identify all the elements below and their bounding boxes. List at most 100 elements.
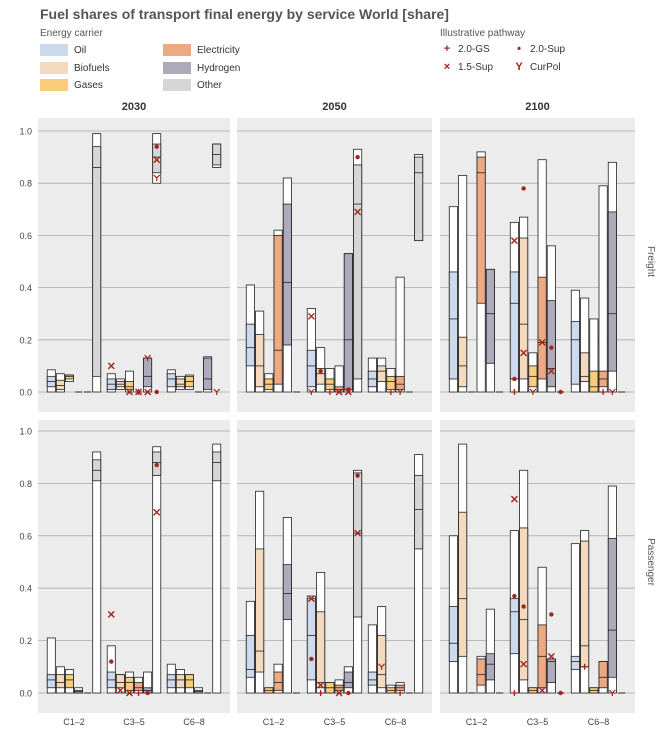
box-range-biofuels: [458, 174, 468, 393]
box-iqr-other: [92, 146, 102, 377]
marker-2-0-gs: [317, 690, 324, 696]
marker-curpol: [144, 354, 152, 362]
marker-1-5-sup: [125, 388, 133, 396]
box-iqr-oil: [306, 598, 316, 681]
box-iqr-hydrogen: [485, 653, 495, 681]
marker-1-5-sup: [520, 660, 528, 668]
legend-label-2-0-sup: 2.0-Sup: [530, 43, 566, 55]
legend-label-curpol: CurPol: [530, 61, 561, 73]
marker-1-5-sup: [107, 610, 115, 618]
box-iqr-electricity: [134, 682, 143, 691]
legend-swatch-biofuels: [40, 62, 68, 74]
marker-2-0-gs: [511, 690, 518, 696]
marker-2-0-sup: [512, 376, 517, 382]
pathway-legend-heading: Illustrative pathway: [440, 28, 526, 39]
marker-2-0-sup: [145, 690, 150, 696]
box-iqr-biofuels: [580, 540, 590, 668]
box-iqr-other: [212, 451, 222, 482]
marker-1-5-sup: [547, 367, 555, 375]
y-tick-label: 0.8: [19, 479, 32, 489]
box-range-biofuels: [580, 297, 590, 393]
box-iqr-electricity: [273, 671, 283, 691]
marker-1-5-sup: [547, 652, 555, 660]
legend-item-biofuels: Biofuels: [40, 61, 110, 75]
y-tick-label: 0.4: [19, 283, 32, 293]
marker-1-5-sup: [153, 508, 161, 516]
box-iqr-gases: [65, 374, 74, 380]
y-tick-label: 1.0: [19, 127, 32, 137]
box-iqr-oil: [245, 634, 255, 678]
box-iqr-other: [152, 143, 162, 174]
cross-marker-icon: ×: [443, 61, 451, 73]
box-iqr-biofuels: [458, 336, 468, 388]
box-iqr-biofuels: [175, 378, 185, 388]
category-label: C3–5: [324, 717, 346, 727]
box-iqr-hydrogen: [485, 268, 495, 364]
box-iqr-hydrogen: [282, 203, 292, 346]
year-header-2050: 2050: [322, 101, 346, 113]
marker-2-0-sup: [154, 389, 159, 395]
marker-1-5-sup: [307, 312, 315, 320]
marker-curpol: [396, 388, 404, 395]
box-iqr-oil: [166, 674, 176, 689]
box-iqr-oil: [509, 598, 519, 655]
marker-2-0-gs: [397, 690, 404, 696]
box-iqr-oil: [448, 606, 458, 662]
box-iqr-oil: [367, 671, 377, 686]
box-range-electricity: [598, 185, 608, 393]
legend-swatch-other: [163, 79, 191, 91]
marker-1-5-sup: [354, 529, 362, 537]
carrier-legend-heading: Energy carrier: [40, 28, 103, 39]
legend-label-oil: Oil: [74, 44, 87, 56]
box-iqr-hydrogen: [203, 357, 213, 390]
marker-curpol: [378, 663, 386, 670]
marker-1-5-sup: [354, 208, 362, 216]
legend-item-electricity: Electricity: [163, 43, 240, 57]
box-iqr-electricity: [273, 234, 283, 385]
marker-2-0-sup: [355, 473, 360, 478]
y-tick-label: 0.4: [19, 584, 32, 594]
box-iqr-biofuels: [580, 352, 590, 382]
legend-label-biofuels: Biofuels: [74, 62, 110, 74]
dot-marker-icon: •: [517, 43, 521, 55]
marker-1-5-sup: [335, 689, 343, 697]
y-tick-label: 0.0: [19, 388, 32, 398]
marker-curpol: [153, 174, 161, 181]
y-tick-label: 1.0: [19, 427, 32, 437]
marker-2-0-gs: [511, 389, 518, 395]
legend-label-hydrogen: Hydrogen: [197, 62, 241, 74]
marker-2-0-sup: [558, 690, 563, 696]
legend-item-curpol: Y CurPol: [512, 60, 561, 74]
box-range-oil: [106, 645, 116, 694]
box-range-oil: [367, 624, 377, 694]
marker-2-0-sup: [549, 345, 554, 350]
box-iqr-biofuels: [377, 634, 387, 689]
box-iqr-gases: [185, 674, 194, 689]
box-iqr-electricity: [476, 156, 486, 304]
box-iqr-biofuels: [316, 611, 326, 689]
marker-2-0-sup: [521, 186, 526, 191]
marker-1-5-sup: [344, 388, 352, 396]
plus-marker-icon: +: [443, 43, 451, 55]
category-label: C3–5: [123, 717, 145, 727]
box-range-hydrogen: [485, 608, 495, 694]
box-iqr-electricity: [395, 375, 405, 390]
box-iqr-electricity: [537, 276, 547, 380]
marker-2-0-sup: [355, 154, 360, 160]
category-label: C6–8: [588, 717, 610, 727]
box-iqr-biofuels: [519, 527, 529, 681]
box-iqr-biofuels: [55, 674, 65, 689]
box-iqr-hydrogen: [343, 253, 353, 390]
marker-2-0-sup: [109, 659, 114, 664]
marker-2-0-sup: [512, 593, 517, 599]
marker-1-5-sup: [510, 495, 518, 503]
marker-2-0-sup: [521, 604, 526, 609]
marker-1-5-sup: [107, 362, 115, 370]
legend-item-gases: Gases: [40, 78, 103, 92]
legend-label-2-0-gs: 2.0-GS: [458, 43, 490, 55]
box-iqr-biofuels: [255, 334, 265, 388]
box-iqr-electricity: [476, 658, 486, 686]
box-iqr-hydrogen: [546, 300, 556, 388]
box-iqr-oil: [509, 271, 519, 380]
